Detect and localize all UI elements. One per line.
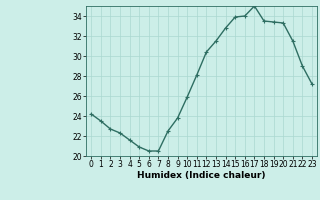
X-axis label: Humidex (Indice chaleur): Humidex (Indice chaleur) xyxy=(137,171,266,180)
